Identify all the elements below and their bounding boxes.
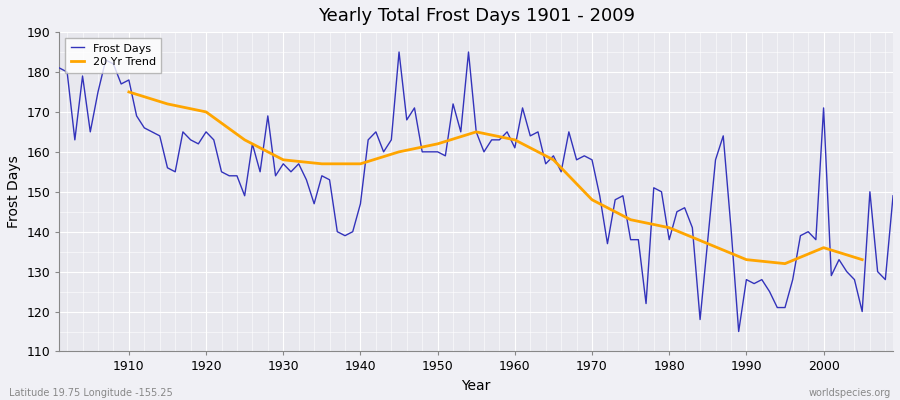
Frost Days — [610, 197, 621, 202]
20 Yr Trend — [509, 138, 520, 142]
Frost Days — [509, 146, 520, 150]
20 Yr Trend — [201, 110, 212, 114]
Title: Yearly Total Frost Days 1901 - 2009: Yearly Total Frost Days 1901 - 2009 — [318, 7, 634, 25]
Frost Days — [393, 50, 404, 54]
Y-axis label: Frost Days: Frost Days — [7, 155, 21, 228]
Line: 20 Yr Trend: 20 Yr Trend — [129, 92, 862, 264]
Frost Days — [116, 82, 127, 86]
X-axis label: Year: Year — [462, 379, 490, 393]
20 Yr Trend — [317, 162, 328, 166]
Frost Days — [734, 329, 744, 334]
20 Yr Trend — [278, 158, 289, 162]
20 Yr Trend — [626, 217, 636, 222]
20 Yr Trend — [741, 257, 751, 262]
Frost Days — [332, 229, 343, 234]
Legend: Frost Days, 20 Yr Trend: Frost Days, 20 Yr Trend — [65, 38, 161, 73]
20 Yr Trend — [239, 138, 250, 142]
Text: Latitude 19.75 Longitude -155.25: Latitude 19.75 Longitude -155.25 — [9, 388, 173, 398]
20 Yr Trend — [432, 142, 443, 146]
Text: worldspecies.org: worldspecies.org — [809, 388, 891, 398]
20 Yr Trend — [393, 150, 404, 154]
20 Yr Trend — [587, 197, 598, 202]
Frost Days — [54, 66, 65, 70]
20 Yr Trend — [355, 162, 365, 166]
Frost Days — [887, 193, 898, 198]
20 Yr Trend — [548, 158, 559, 162]
20 Yr Trend — [123, 90, 134, 94]
Frost Days — [285, 170, 296, 174]
Line: Frost Days: Frost Days — [59, 52, 893, 332]
20 Yr Trend — [779, 261, 790, 266]
20 Yr Trend — [664, 225, 675, 230]
20 Yr Trend — [471, 130, 482, 134]
Frost Days — [518, 106, 528, 110]
20 Yr Trend — [857, 257, 868, 262]
20 Yr Trend — [162, 102, 173, 106]
20 Yr Trend — [702, 241, 713, 246]
20 Yr Trend — [818, 245, 829, 250]
